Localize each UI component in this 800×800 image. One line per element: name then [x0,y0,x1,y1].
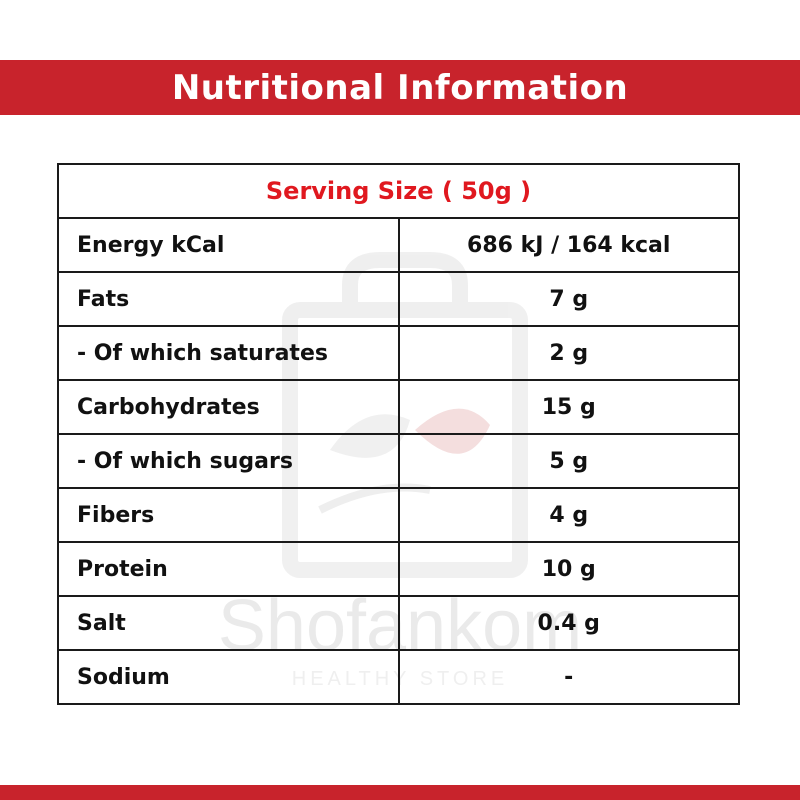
table-row: Salt 0.4 g [57,595,740,651]
nutrient-value: 4 g [397,487,740,543]
table-row: Energy kCal 686 kJ / 164 kcal [57,217,740,273]
nutrient-label: Protein [57,541,400,597]
nutrient-value: 5 g [397,433,740,489]
nutrient-value: - [397,649,740,705]
nutrition-table: Serving Size ( 50g ) Energy kCal 686 kJ … [57,163,740,705]
table-row: Fibers 4 g [57,487,740,543]
nutrient-value: 15 g [397,379,740,435]
nutrient-label: Fats [57,271,400,327]
table-row: Carbohydrates 15 g [57,379,740,435]
nutrient-value: 686 kJ / 164 kcal [397,217,740,273]
table-row: Sodium - [57,649,740,705]
nutrient-label: Carbohydrates [57,379,400,435]
table-row: - Of which saturates 2 g [57,325,740,381]
nutrient-value: 7 g [397,271,740,327]
table-row: Protein 10 g [57,541,740,597]
nutrient-label: Fibers [57,487,400,543]
nutrient-label: Sodium [57,649,400,705]
header-band: Nutritional Information [0,60,800,115]
footer-band [0,785,800,800]
table-row: - Of which sugars 5 g [57,433,740,489]
nutrient-label: - Of which saturates [57,325,400,381]
page-title: Nutritional Information [171,67,629,108]
nutrient-label: Energy kCal [57,217,400,273]
nutrient-value: 10 g [397,541,740,597]
nutrient-value: 2 g [397,325,740,381]
nutrient-label: Salt [57,595,400,651]
table-row: Fats 7 g [57,271,740,327]
serving-row: Serving Size ( 50g ) [57,163,740,219]
nutrient-label: - Of which sugars [57,433,400,489]
serving-size: Serving Size ( 50g ) [57,163,740,219]
nutrient-value: 0.4 g [397,595,740,651]
